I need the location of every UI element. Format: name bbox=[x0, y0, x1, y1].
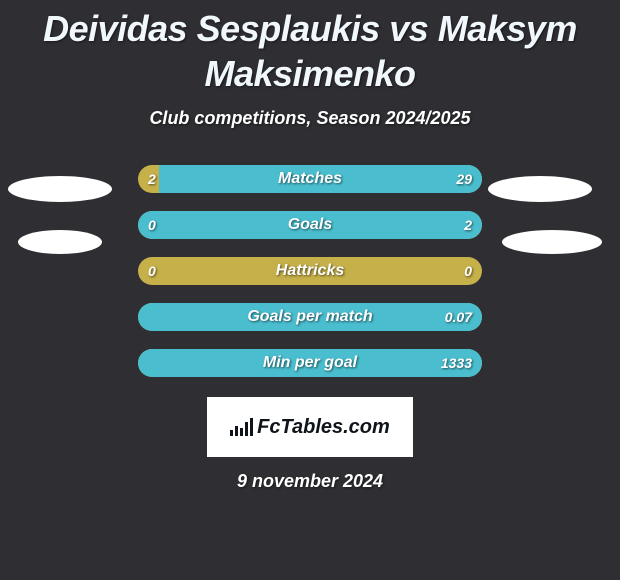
player-left-badge-large bbox=[8, 176, 112, 202]
page-title: Deividas Sesplaukis vs Maksym Maksimenko bbox=[0, 0, 620, 96]
stat-left-value: 2 bbox=[148, 171, 156, 187]
bar-container: Goals per match 0.07 bbox=[138, 303, 482, 331]
stat-label: Min per goal bbox=[263, 354, 357, 372]
stat-right-value: 0 bbox=[464, 263, 472, 279]
bar-container: 0 Goals 2 bbox=[138, 211, 482, 239]
player-left-badge-small bbox=[18, 230, 102, 254]
stat-right-value: 29 bbox=[456, 171, 472, 187]
stat-right-value: 0.07 bbox=[445, 309, 472, 325]
stat-right-value: 2 bbox=[464, 217, 472, 233]
bar-container: 0 Hattricks 0 bbox=[138, 257, 482, 285]
stat-label: Goals per match bbox=[247, 308, 372, 326]
stat-row-min-per-goal: Min per goal 1333 bbox=[0, 349, 620, 377]
stat-row-goals-per-match: Goals per match 0.07 bbox=[0, 303, 620, 331]
stat-label: Matches bbox=[278, 170, 342, 188]
subtitle: Club competitions, Season 2024/2025 bbox=[0, 108, 620, 129]
stat-row-hattricks: 0 Hattricks 0 bbox=[0, 257, 620, 285]
stat-label: Hattricks bbox=[276, 262, 344, 280]
bar-container: Min per goal 1333 bbox=[138, 349, 482, 377]
brand-text: FcTables.com bbox=[257, 416, 390, 439]
date-text: 9 november 2024 bbox=[0, 471, 620, 492]
stat-left-value: 0 bbox=[148, 217, 156, 233]
brand-chart-icon bbox=[230, 418, 253, 436]
brand-box: FcTables.com bbox=[207, 397, 413, 457]
player-right-badge-large bbox=[488, 176, 592, 202]
player-right-badge-small bbox=[502, 230, 602, 254]
bar-container: 2 Matches 29 bbox=[138, 165, 482, 193]
stat-right-value: 1333 bbox=[441, 355, 472, 371]
stat-label: Goals bbox=[288, 216, 332, 234]
stat-left-value: 0 bbox=[148, 263, 156, 279]
